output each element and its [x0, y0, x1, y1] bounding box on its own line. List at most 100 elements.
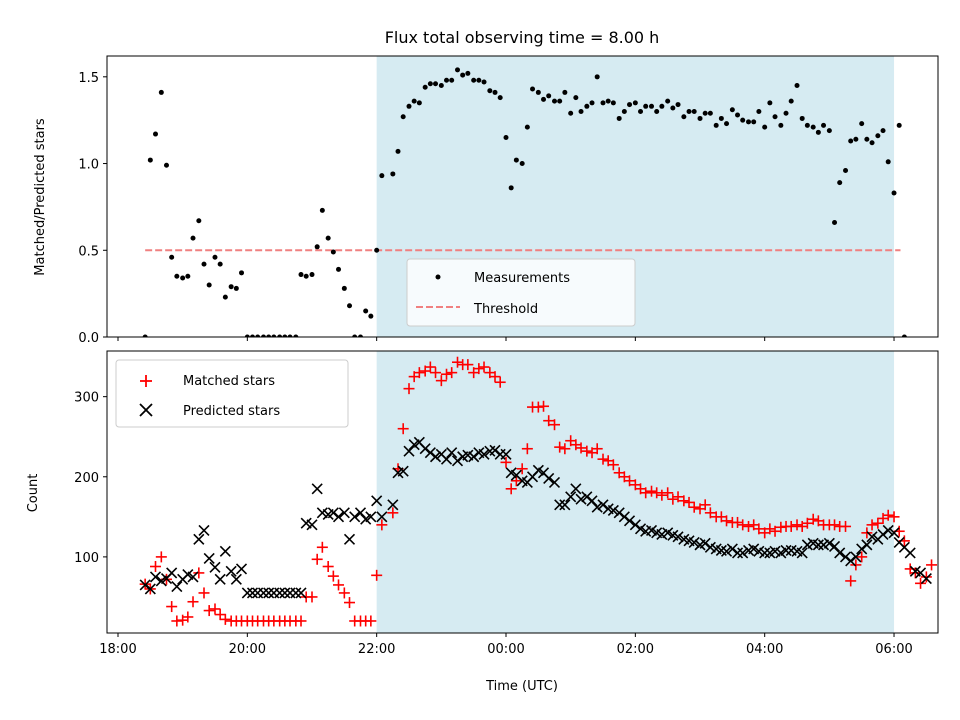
matched-stars-point [424, 361, 436, 373]
measurements-point [707, 110, 713, 116]
measurements-point [282, 334, 288, 337]
matched-stars-point [365, 615, 377, 627]
predicted-stars-point [672, 531, 684, 543]
measurements-point [400, 114, 406, 120]
y-tick-label: 0.0 [78, 331, 99, 346]
matched-stars-point [791, 519, 803, 531]
predicted-stars-point [257, 587, 270, 599]
measurements-point [487, 88, 493, 94]
predicted-stars-point [478, 448, 490, 460]
predicted-stars-point [376, 511, 388, 523]
measurements-point [411, 98, 417, 104]
measurements-point [864, 136, 870, 142]
measurements-point [163, 162, 169, 168]
measurements-point [433, 81, 439, 87]
measurements-point [821, 122, 827, 128]
matched-stars-point [769, 525, 781, 537]
y-tick-label: 100 [74, 551, 99, 566]
matched-stars-point [327, 570, 339, 582]
measurements-point [756, 109, 762, 115]
predicted-stars-point [219, 545, 231, 557]
matched-stars-point [872, 517, 884, 529]
measurements-point [659, 103, 665, 109]
count-panel-frame [106, 350, 939, 634]
measurements-point [390, 171, 396, 177]
measurements-point [497, 95, 503, 101]
predicted-stars-point [559, 499, 571, 511]
measurements-point [185, 273, 191, 279]
predicted-stars-point [720, 545, 733, 557]
measurements-point [778, 122, 784, 128]
predicted-stars-point [489, 444, 501, 456]
measurements-point [492, 89, 498, 95]
measurements-point [293, 334, 299, 337]
predicted-stars-point [144, 583, 156, 595]
measurements-point [153, 131, 159, 137]
predicted-stars-point [888, 527, 900, 539]
matched-stars-point [656, 489, 668, 501]
measurements-point [568, 110, 574, 116]
predicted-stars-point [834, 547, 846, 559]
predicted-stars-point [166, 567, 178, 579]
predicted-stars-point [731, 547, 744, 559]
measurements-point [303, 273, 309, 279]
measurements-point [546, 93, 552, 99]
matched-stars-point [549, 419, 561, 431]
matched-stars-point [182, 611, 194, 623]
predicted-stars-point [866, 531, 878, 543]
matched-stars-point [888, 511, 900, 523]
measurements-point [675, 102, 681, 108]
measurements-point [848, 138, 854, 144]
predicted-stars-point [327, 507, 339, 519]
predicted-stars-point [241, 587, 253, 599]
predicted-stars-point [904, 547, 916, 559]
matched-stars-point [333, 579, 345, 591]
matched-stars-point [322, 561, 334, 573]
measurements-point [799, 115, 805, 121]
measurements-point [239, 270, 245, 276]
observing-window-shade [376, 351, 895, 633]
matched-stars-point [861, 527, 873, 539]
matched-stars-point [646, 485, 658, 497]
matched-stars-point [295, 615, 307, 627]
matched-stars-point [704, 507, 716, 519]
matched-stars-point [193, 567, 205, 579]
matched-stars-point [214, 609, 226, 621]
matched-stars-point [591, 443, 603, 455]
y-tick-label: 0.5 [78, 244, 99, 259]
measurements-point [686, 109, 692, 115]
measurements-point [772, 114, 778, 120]
measurements-point [379, 173, 385, 179]
measurements-point [573, 95, 579, 101]
y-tick-label: 1.5 [78, 71, 99, 86]
matched-stars-point [850, 559, 862, 571]
predicted-stars-point [209, 561, 221, 573]
matched-stars-point [316, 541, 328, 553]
predicted-stars-point [214, 573, 226, 585]
measurements-point [455, 67, 461, 73]
measurements-point [519, 161, 525, 167]
predicted-stars-point [295, 587, 307, 599]
predicted-stars-point [920, 572, 932, 585]
matched-stars-point [721, 515, 733, 527]
measurements-point [142, 334, 148, 337]
matched-stars-point [532, 401, 544, 413]
matched-stars-point [559, 443, 571, 455]
measurements-point [277, 334, 283, 337]
predicted-stars-point [845, 555, 857, 567]
measurements-point [287, 334, 293, 337]
measurements-point [374, 247, 380, 253]
measurements-point [471, 77, 477, 83]
predicted-stars-point [882, 524, 894, 537]
measurements-point [444, 77, 450, 83]
predicted-stars-point [263, 587, 275, 599]
matched-stars-point [753, 523, 765, 535]
legend-predicted-label: Predicted stars [183, 404, 280, 419]
x-tick-label: 04:00 [746, 642, 783, 657]
measurements-point [309, 272, 315, 278]
matched-stars-point [430, 367, 442, 379]
measurements-point [535, 89, 541, 95]
matched-stars-point [155, 551, 167, 563]
predicted-stars-point [737, 547, 749, 559]
